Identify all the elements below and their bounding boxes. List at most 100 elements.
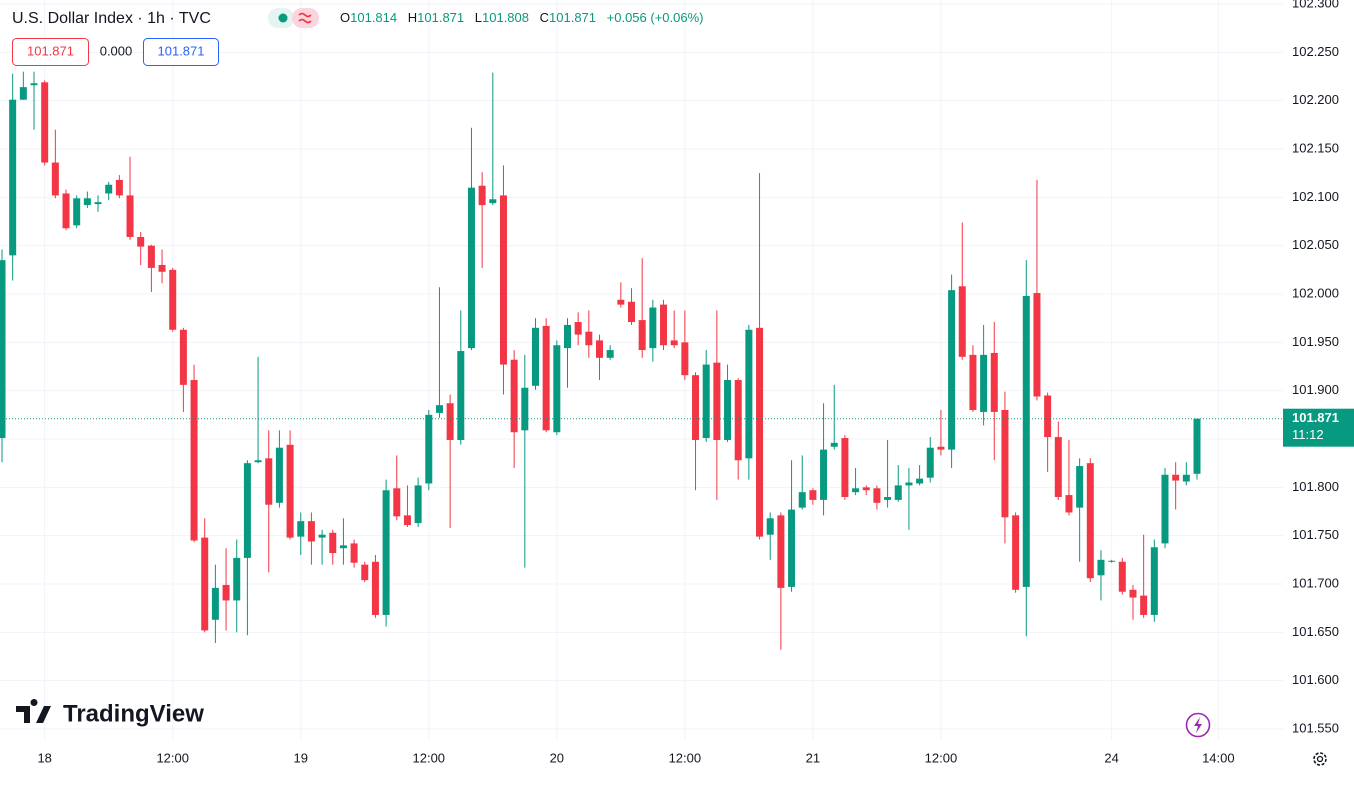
bid-price: 101.871 xyxy=(27,43,74,58)
candle-body xyxy=(94,202,102,205)
ohlc-value: 101.808 xyxy=(482,10,529,25)
candles xyxy=(0,71,1201,650)
candle-body xyxy=(243,463,251,558)
bid-box[interactable] xyxy=(12,38,89,66)
candle-body xyxy=(1097,559,1105,576)
candle-body xyxy=(425,414,433,484)
candle-body xyxy=(542,325,550,431)
candle-body xyxy=(670,340,678,346)
candle-body xyxy=(1140,595,1148,615)
ohlc-value: 101.871 xyxy=(549,10,596,25)
y-tick-label: 101.950 xyxy=(1292,334,1339,349)
y-tick-label: 101.650 xyxy=(1292,624,1339,639)
candle-body xyxy=(275,447,283,503)
last-price-label: 101.871 xyxy=(1292,410,1339,425)
candle-body xyxy=(414,485,422,524)
candle-body xyxy=(905,482,913,486)
candle-body xyxy=(894,485,902,500)
watermark-text: TradingView xyxy=(63,700,204,727)
candle-body xyxy=(115,179,123,196)
axes: 101.550 101.600 101.650 101.700 101.750 101.8… xyxy=(0,0,1354,765)
candle-body xyxy=(339,545,347,549)
x-tick-label: 12:00 xyxy=(156,750,189,765)
bid-button[interactable]: 101.871 xyxy=(12,38,89,66)
candle-body xyxy=(19,87,27,100)
gear[interactable] xyxy=(1313,752,1327,766)
candle-body xyxy=(660,304,668,346)
candle-body xyxy=(756,327,764,537)
x-tick-label: 20 xyxy=(550,750,564,765)
candle-body xyxy=(286,444,294,538)
y-tick-label: 102.150 xyxy=(1292,140,1339,155)
candle-body xyxy=(649,307,657,349)
candle-body xyxy=(499,195,507,365)
alert-icon xyxy=(1194,717,1202,733)
candle-body xyxy=(948,290,956,450)
ask-box[interactable] xyxy=(143,38,219,66)
candle-body xyxy=(862,487,870,491)
candle-body xyxy=(820,449,828,500)
candle-body xyxy=(1108,560,1116,562)
x-tick-label: 21 xyxy=(806,750,820,765)
settings-button[interactable] xyxy=(1313,752,1327,766)
delay-badge[interactable] xyxy=(292,8,319,28)
candle-body xyxy=(0,260,6,439)
candle-body xyxy=(692,375,700,440)
y-tick-label: 101.750 xyxy=(1292,527,1339,542)
candle-body xyxy=(361,564,369,581)
candle-body xyxy=(926,447,934,478)
candle-body xyxy=(83,198,91,206)
candle-body xyxy=(788,509,796,587)
x-tick-label: 18 xyxy=(37,750,51,765)
x-tick-label: 12:00 xyxy=(925,750,958,765)
y-tick-label: 101.700 xyxy=(1292,575,1339,590)
alert-button[interactable] xyxy=(1185,712,1211,738)
candle-body xyxy=(1182,474,1190,482)
candle-body xyxy=(809,490,817,500)
candle-body xyxy=(318,534,326,538)
ask-price: 101.871 xyxy=(158,43,205,58)
x-tick-label: 24 xyxy=(1104,750,1118,765)
y-tick-label: 102.300 xyxy=(1292,0,1339,10)
candle-body xyxy=(9,99,17,256)
y-tick-label: 101.900 xyxy=(1292,382,1339,397)
ohlc-value: 101.814 xyxy=(350,10,397,25)
candle-body xyxy=(105,184,113,194)
candle-body xyxy=(724,380,732,440)
status-pill[interactable] xyxy=(268,8,319,28)
candle-body xyxy=(1001,410,1009,518)
candle-body xyxy=(628,301,636,323)
candle-body xyxy=(553,345,561,433)
candle-body xyxy=(681,342,689,376)
candle-body xyxy=(211,587,219,620)
chart-title: U.S. Dollar Index · 1h · TVC xyxy=(12,10,211,27)
candle-body xyxy=(179,329,187,385)
gear-hub xyxy=(1316,755,1324,763)
candle-body xyxy=(467,187,475,349)
candle-body xyxy=(852,488,860,493)
watermark: TradingView xyxy=(16,699,204,727)
candle-body xyxy=(265,458,273,505)
ohlc-label: H xyxy=(408,10,417,25)
candle-body xyxy=(1118,561,1126,592)
candle-body xyxy=(382,490,390,615)
candle-body xyxy=(222,584,230,601)
candle-body xyxy=(201,537,209,631)
candle-body xyxy=(574,322,582,335)
candle-body xyxy=(62,193,70,229)
candle-body xyxy=(489,199,497,204)
candle-body xyxy=(777,515,785,588)
y-tick-label: 102.100 xyxy=(1292,189,1339,204)
candle-body xyxy=(563,324,571,349)
candle-body xyxy=(841,438,849,497)
candle-body xyxy=(521,387,529,431)
grid xyxy=(0,0,1283,740)
candle-body xyxy=(403,515,411,526)
candle-body xyxy=(606,350,614,358)
ask-button[interactable]: 101.871 xyxy=(143,38,219,66)
last-price-box xyxy=(1283,408,1354,447)
change: +0.056 (+0.06%) xyxy=(607,10,704,25)
candle-body xyxy=(1022,295,1030,587)
candle-body xyxy=(1012,515,1020,590)
status-dot xyxy=(278,13,288,23)
